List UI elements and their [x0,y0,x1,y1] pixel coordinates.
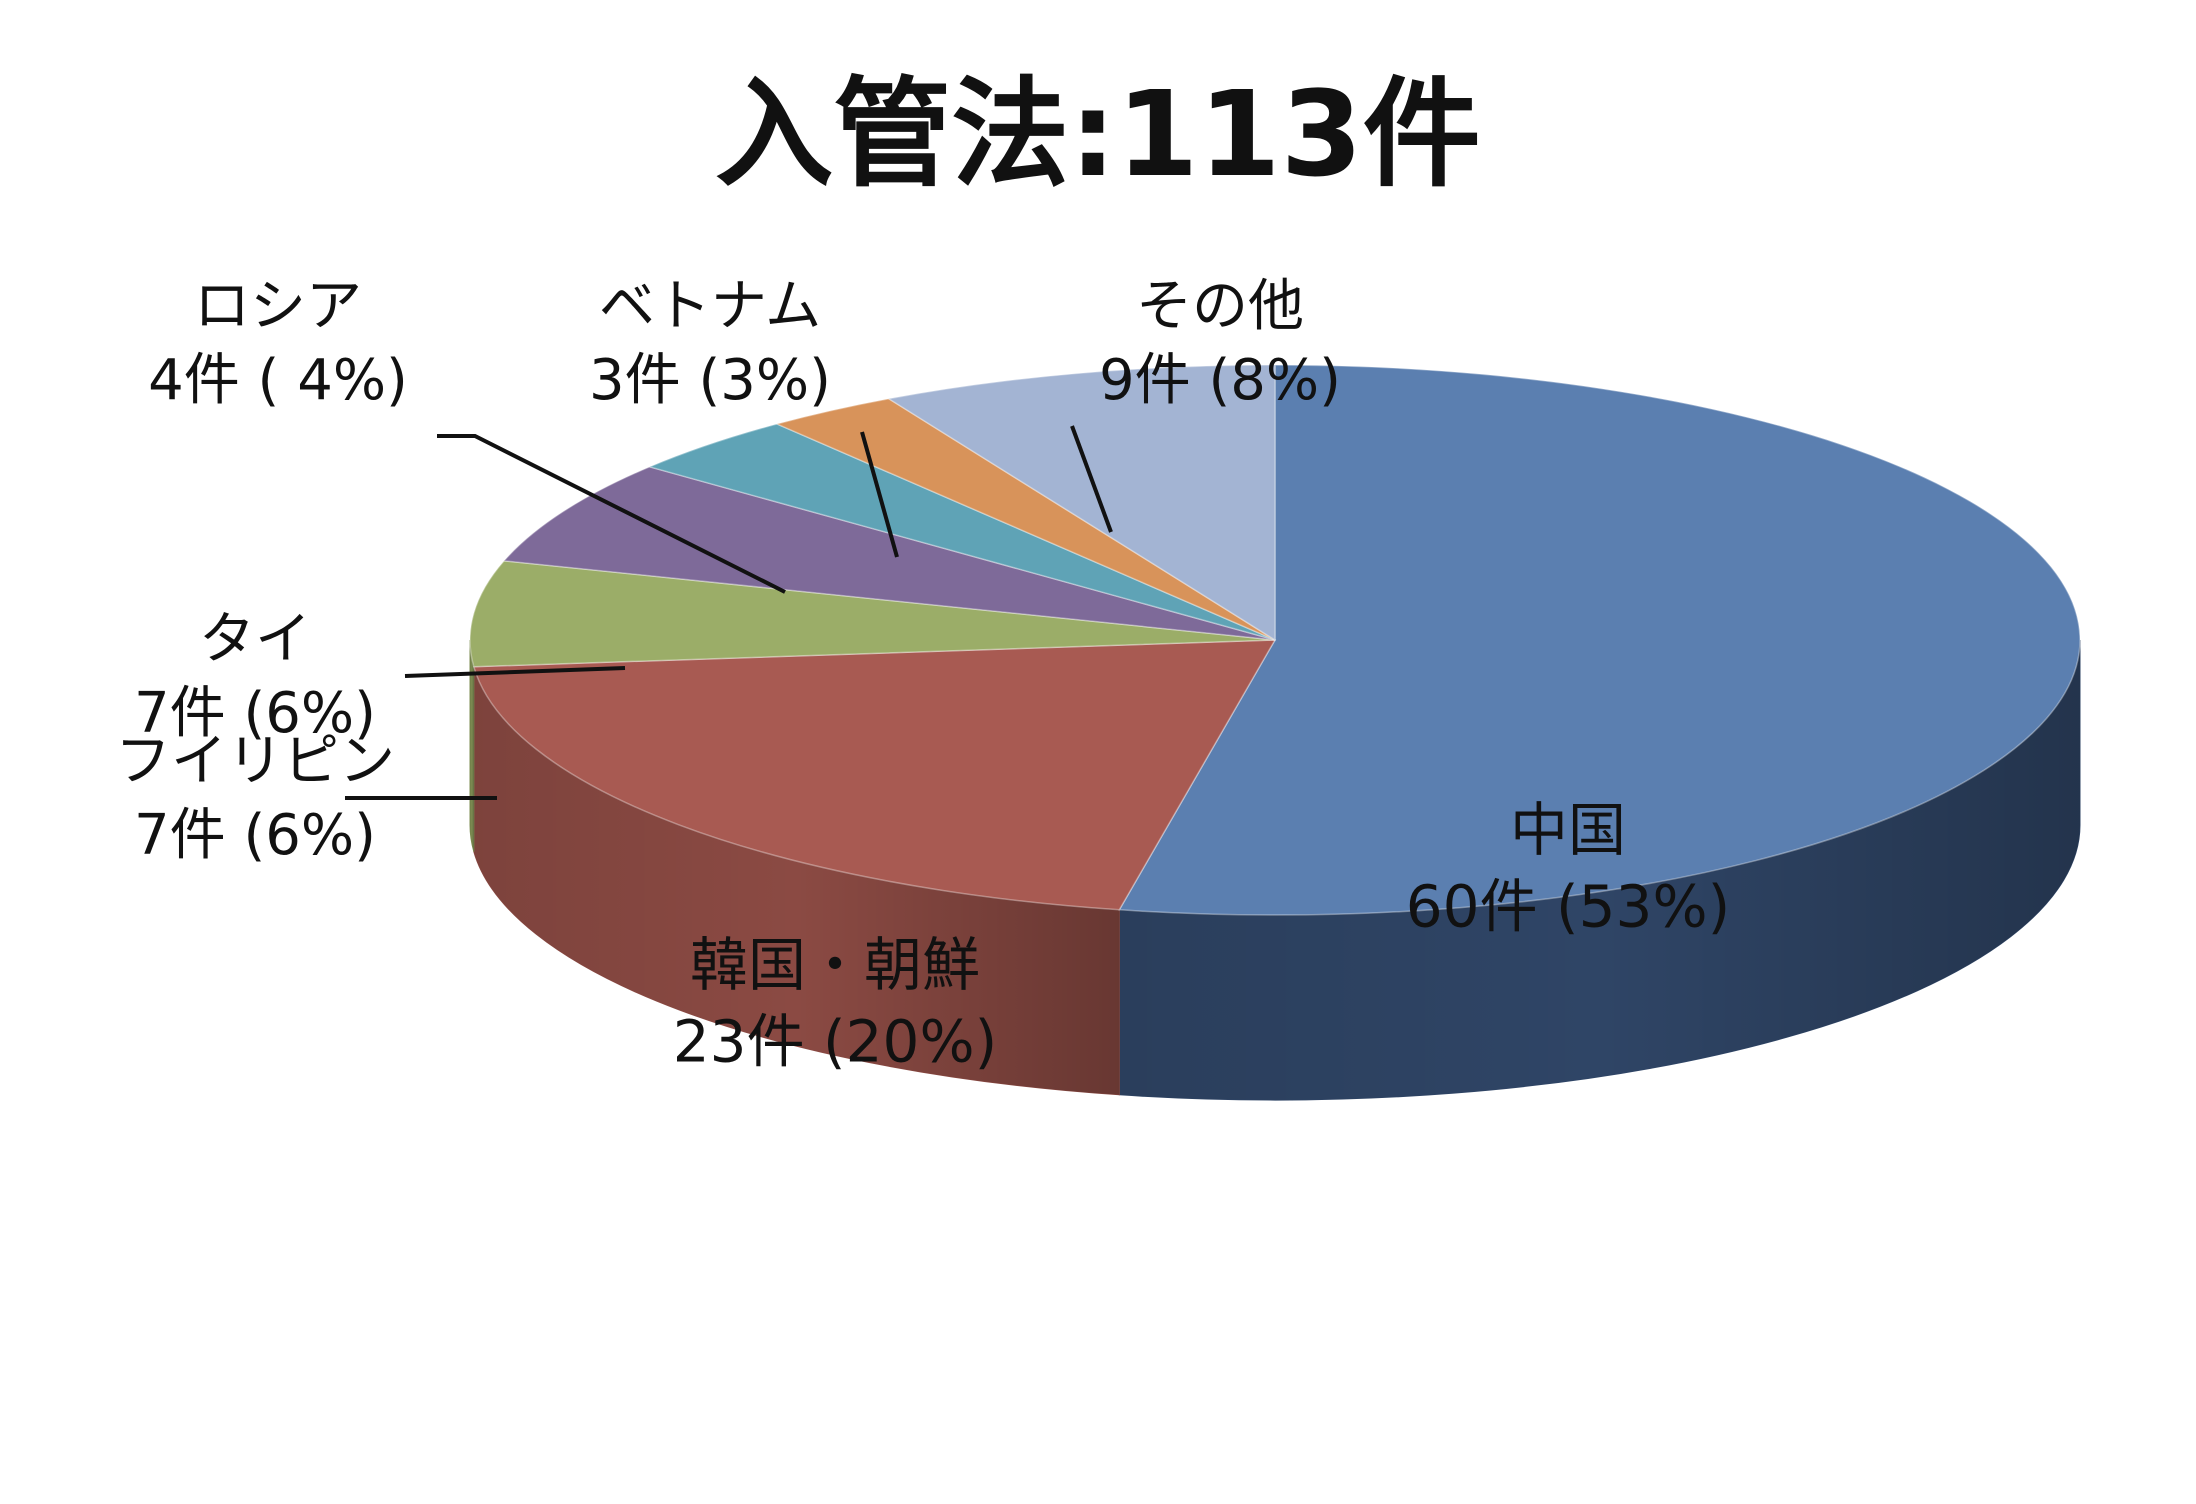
slice-5-leader-line [437,434,786,594]
slice-5-label-name: ロシア [194,274,362,339]
slice-1-side-shade [1119,640,2080,1100]
slice-7-top [886,364,1276,642]
slice-5-top [647,423,1276,641]
slice-2-side-shade [473,666,1120,1095]
pie-side-layer [469,639,2081,1101]
slice-2-top [472,639,1277,911]
slice-4-label-value: 7件 (6%) [134,681,376,746]
slice-6-top [774,397,1276,641]
slice-4-leader-line [404,666,626,678]
leader-line-layer [345,425,1113,800]
slice-3-label-name: フイリピン [115,729,395,794]
slice-7-leader-line [1070,425,1113,533]
pie-top-layer [469,364,2081,916]
slice-1-top [1118,364,2081,916]
slice-6-leader-line [860,431,899,558]
slice-6-label-value: 3件 (3%) [589,348,831,413]
slice-7-label-name: その他 [1136,274,1304,339]
chart-title: 入管法:113件 [715,65,1481,203]
slice-4-top [502,466,1276,641]
slice-7-label-value: 9件 (8%) [1099,348,1341,413]
slice-2-label-value: 23件 (20%) [673,1008,997,1076]
slice-4-label-name: タイ [199,607,311,672]
slice-2-label-name: 韓国・朝鮮 [690,931,980,999]
slice-5-label-value: 4件 ( 4%) [148,348,408,413]
slice-1-label-name: 中国 [1510,796,1626,864]
slice-3-top [469,560,1276,668]
slice-1-label-value: 60件 (53%) [1406,873,1730,941]
slice-6-label-name: ベトナム [599,274,821,339]
slice-3-label-value: 7件 (6%) [134,803,376,868]
